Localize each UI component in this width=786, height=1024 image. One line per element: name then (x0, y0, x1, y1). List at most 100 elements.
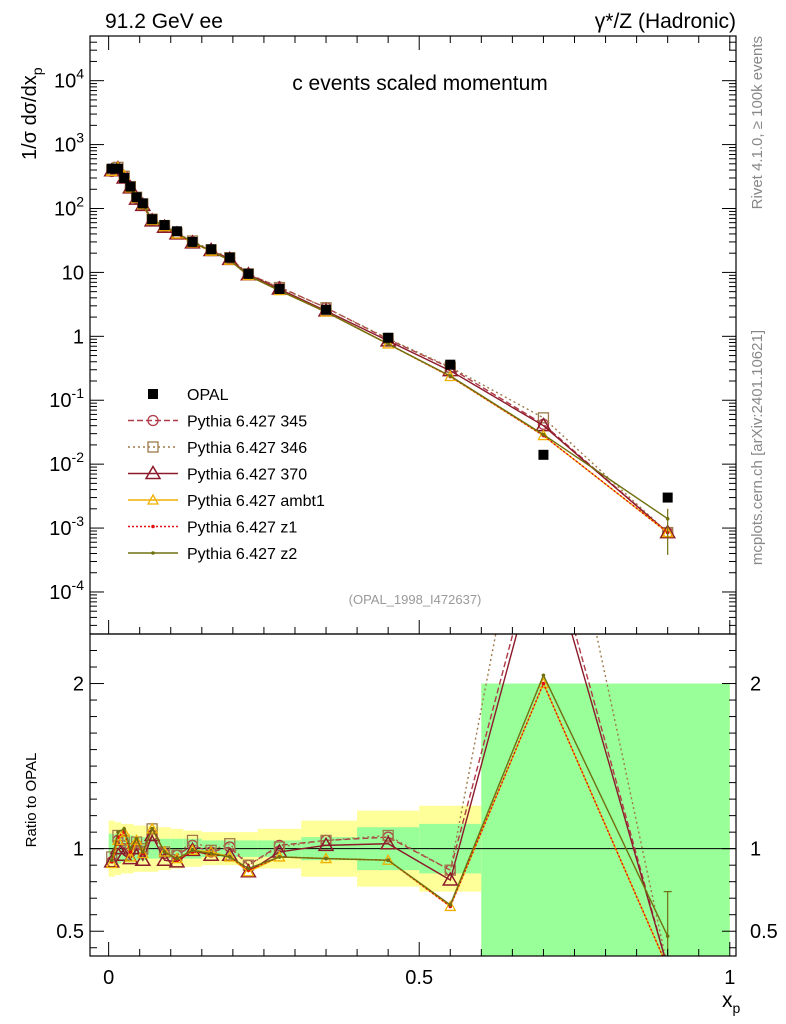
data-point-11 (224, 252, 235, 263)
data-point-16 (445, 359, 456, 370)
upper-ytick-label-3: 10 (62, 262, 84, 284)
ratio-point-ambt1-10 (205, 845, 218, 857)
ratio-series-z2 (109, 673, 670, 938)
mcplots-label: mcplots.cern.ch [arXiv:2401.10621] (749, 330, 766, 565)
ratio-ytick-label-left-1: 1 (73, 839, 84, 861)
ratio-point-z1-17 (541, 681, 546, 686)
data-point-1 (112, 163, 123, 174)
legend-label-5: Pythia 6.427 z1 (187, 520, 297, 537)
data-point-12 (243, 268, 254, 279)
legend-label-2: Pythia 6.427 346 (187, 440, 307, 457)
ratio-point-p346-16 (444, 864, 456, 876)
data-point-15 (383, 332, 394, 343)
legend-label-6: Pythia 6.427 z2 (187, 546, 297, 563)
ratio-point-ambt1-12 (242, 865, 255, 877)
ratio-point-ambt1-9 (186, 843, 199, 855)
ratio-uncertainty-bands (90, 683, 736, 956)
ratio-point-ambt1-0 (105, 857, 118, 869)
upper-ytick-label-1: 103 (54, 130, 84, 157)
ratio-point-ambt1-16 (444, 900, 457, 912)
watermark: (OPAL_1998_I472637) (349, 592, 482, 607)
ratio-point-ambt1-4 (130, 834, 143, 846)
legend-marker-2 (147, 441, 159, 453)
data-point-14 (321, 304, 332, 315)
data-point-3 (125, 181, 136, 192)
ratio-point-p370-2 (115, 846, 133, 862)
legend-entry-4: Pythia 6.427 ambt1 (128, 493, 325, 510)
upper-ylabel-text: 1/σ dσ/dxp (19, 67, 45, 160)
upper-point-p346-17 (537, 412, 550, 424)
data-point-6 (147, 214, 158, 225)
upper-ytick-label-8: 10-4 (49, 577, 84, 604)
legend-marker-4 (146, 493, 160, 505)
ratio-point-z2-2 (122, 827, 126, 831)
ratio-point-z1-3 (128, 850, 133, 854)
legend-label-3: Pythia 6.427 370 (187, 467, 307, 484)
ratio-point-z2-11 (227, 855, 232, 859)
data-point-18 (662, 492, 673, 503)
ratio-point-z2-12 (246, 866, 251, 871)
ratio-ytick-label-right-0: 0.5 (750, 921, 778, 943)
ratio-point-p370-5 (134, 851, 152, 866)
ratio-y-axis-label: Ratio to OPAL (23, 753, 40, 848)
upper-y-axis-label: 1/σ dσ/dxp (19, 67, 45, 160)
ratio-point-z2-8 (175, 856, 179, 861)
upper-ytick-label-5: 10-1 (49, 385, 84, 412)
ratio-point-p370-9 (184, 841, 201, 857)
header-right-title: γ*/Z (Hadronic) (595, 10, 736, 33)
data-point-2 (119, 173, 130, 184)
data-point-10 (206, 244, 217, 255)
ratio-point-z2-16 (448, 903, 453, 907)
upper-series-layer (103, 160, 676, 555)
ratio-point-z2-5 (140, 850, 145, 854)
data-point-5 (137, 198, 148, 209)
upper-point-ambt1-16 (444, 370, 457, 382)
legend-label-1: Pythia 6.427 345 (187, 414, 307, 431)
upper-ytick-label-2: 102 (54, 193, 84, 220)
upper-point-z2-16 (448, 374, 453, 378)
legend-label-0: OPAL (187, 387, 229, 404)
ratio-point-z2-3 (128, 846, 133, 851)
legend-entry-3: Pythia 6.427 370 (128, 465, 307, 484)
ratio-point-z2-17 (541, 673, 546, 678)
data-point-0 (106, 163, 117, 174)
legend-marker-1 (147, 414, 159, 427)
ratio-point-z2-14 (324, 856, 328, 861)
legend-marker-0 (148, 389, 158, 399)
data-point-9 (187, 236, 198, 247)
ratio-point-p370-16 (441, 871, 459, 886)
upper-ytick-label-6: 10-2 (49, 449, 84, 476)
upper-point-z2-17 (541, 432, 546, 437)
ratio-point-z2-15 (386, 858, 390, 863)
ratio-point-p370-0 (103, 853, 121, 868)
data-point-8 (171, 226, 182, 237)
xtick-label-1: 0.5 (405, 967, 433, 989)
ratio-point-ambt1-5 (136, 847, 149, 859)
legend: OPAL Pythia 6.427 345 Pythia 6.427 346 Pyth… (128, 387, 325, 563)
band-inner-17 (481, 683, 730, 956)
ratio-point-ambt1-3 (124, 850, 137, 862)
upper-point-z2-15 (386, 342, 390, 346)
xtick-label-0: 0 (103, 967, 114, 989)
ratio-point-p370-15 (379, 835, 397, 850)
ratio-point-p346-2 (118, 834, 130, 847)
ratio-point-ambt1-6 (146, 822, 159, 834)
data-point-4 (131, 192, 142, 203)
ratio-point-z2-1 (116, 830, 120, 834)
rivet-version-label: Rivet 4.1.0, ≥ 100k events (749, 36, 766, 209)
ratio-point-ambt1-7 (158, 845, 171, 857)
ratio-ytick-label-left-2: 2 (73, 674, 84, 696)
ratio-point-p370-7 (156, 851, 173, 866)
ratio-point-p346-15 (382, 829, 394, 842)
ratio-point-ambt1-1 (111, 834, 125, 846)
legend-entry-5: Pythia 6.427 z1 (128, 520, 297, 537)
upper-series-data (106, 163, 673, 503)
ratio-ytick-label-left-0: 0.5 (56, 921, 84, 943)
x-axis-label: xp (722, 989, 741, 1016)
ratio-point-z2-10 (209, 851, 213, 856)
legend-entry-1: Pythia 6.427 345 (128, 414, 307, 431)
upper-frame (89, 35, 737, 635)
legend-label-4: Pythia 6.427 ambt1 (187, 493, 325, 510)
